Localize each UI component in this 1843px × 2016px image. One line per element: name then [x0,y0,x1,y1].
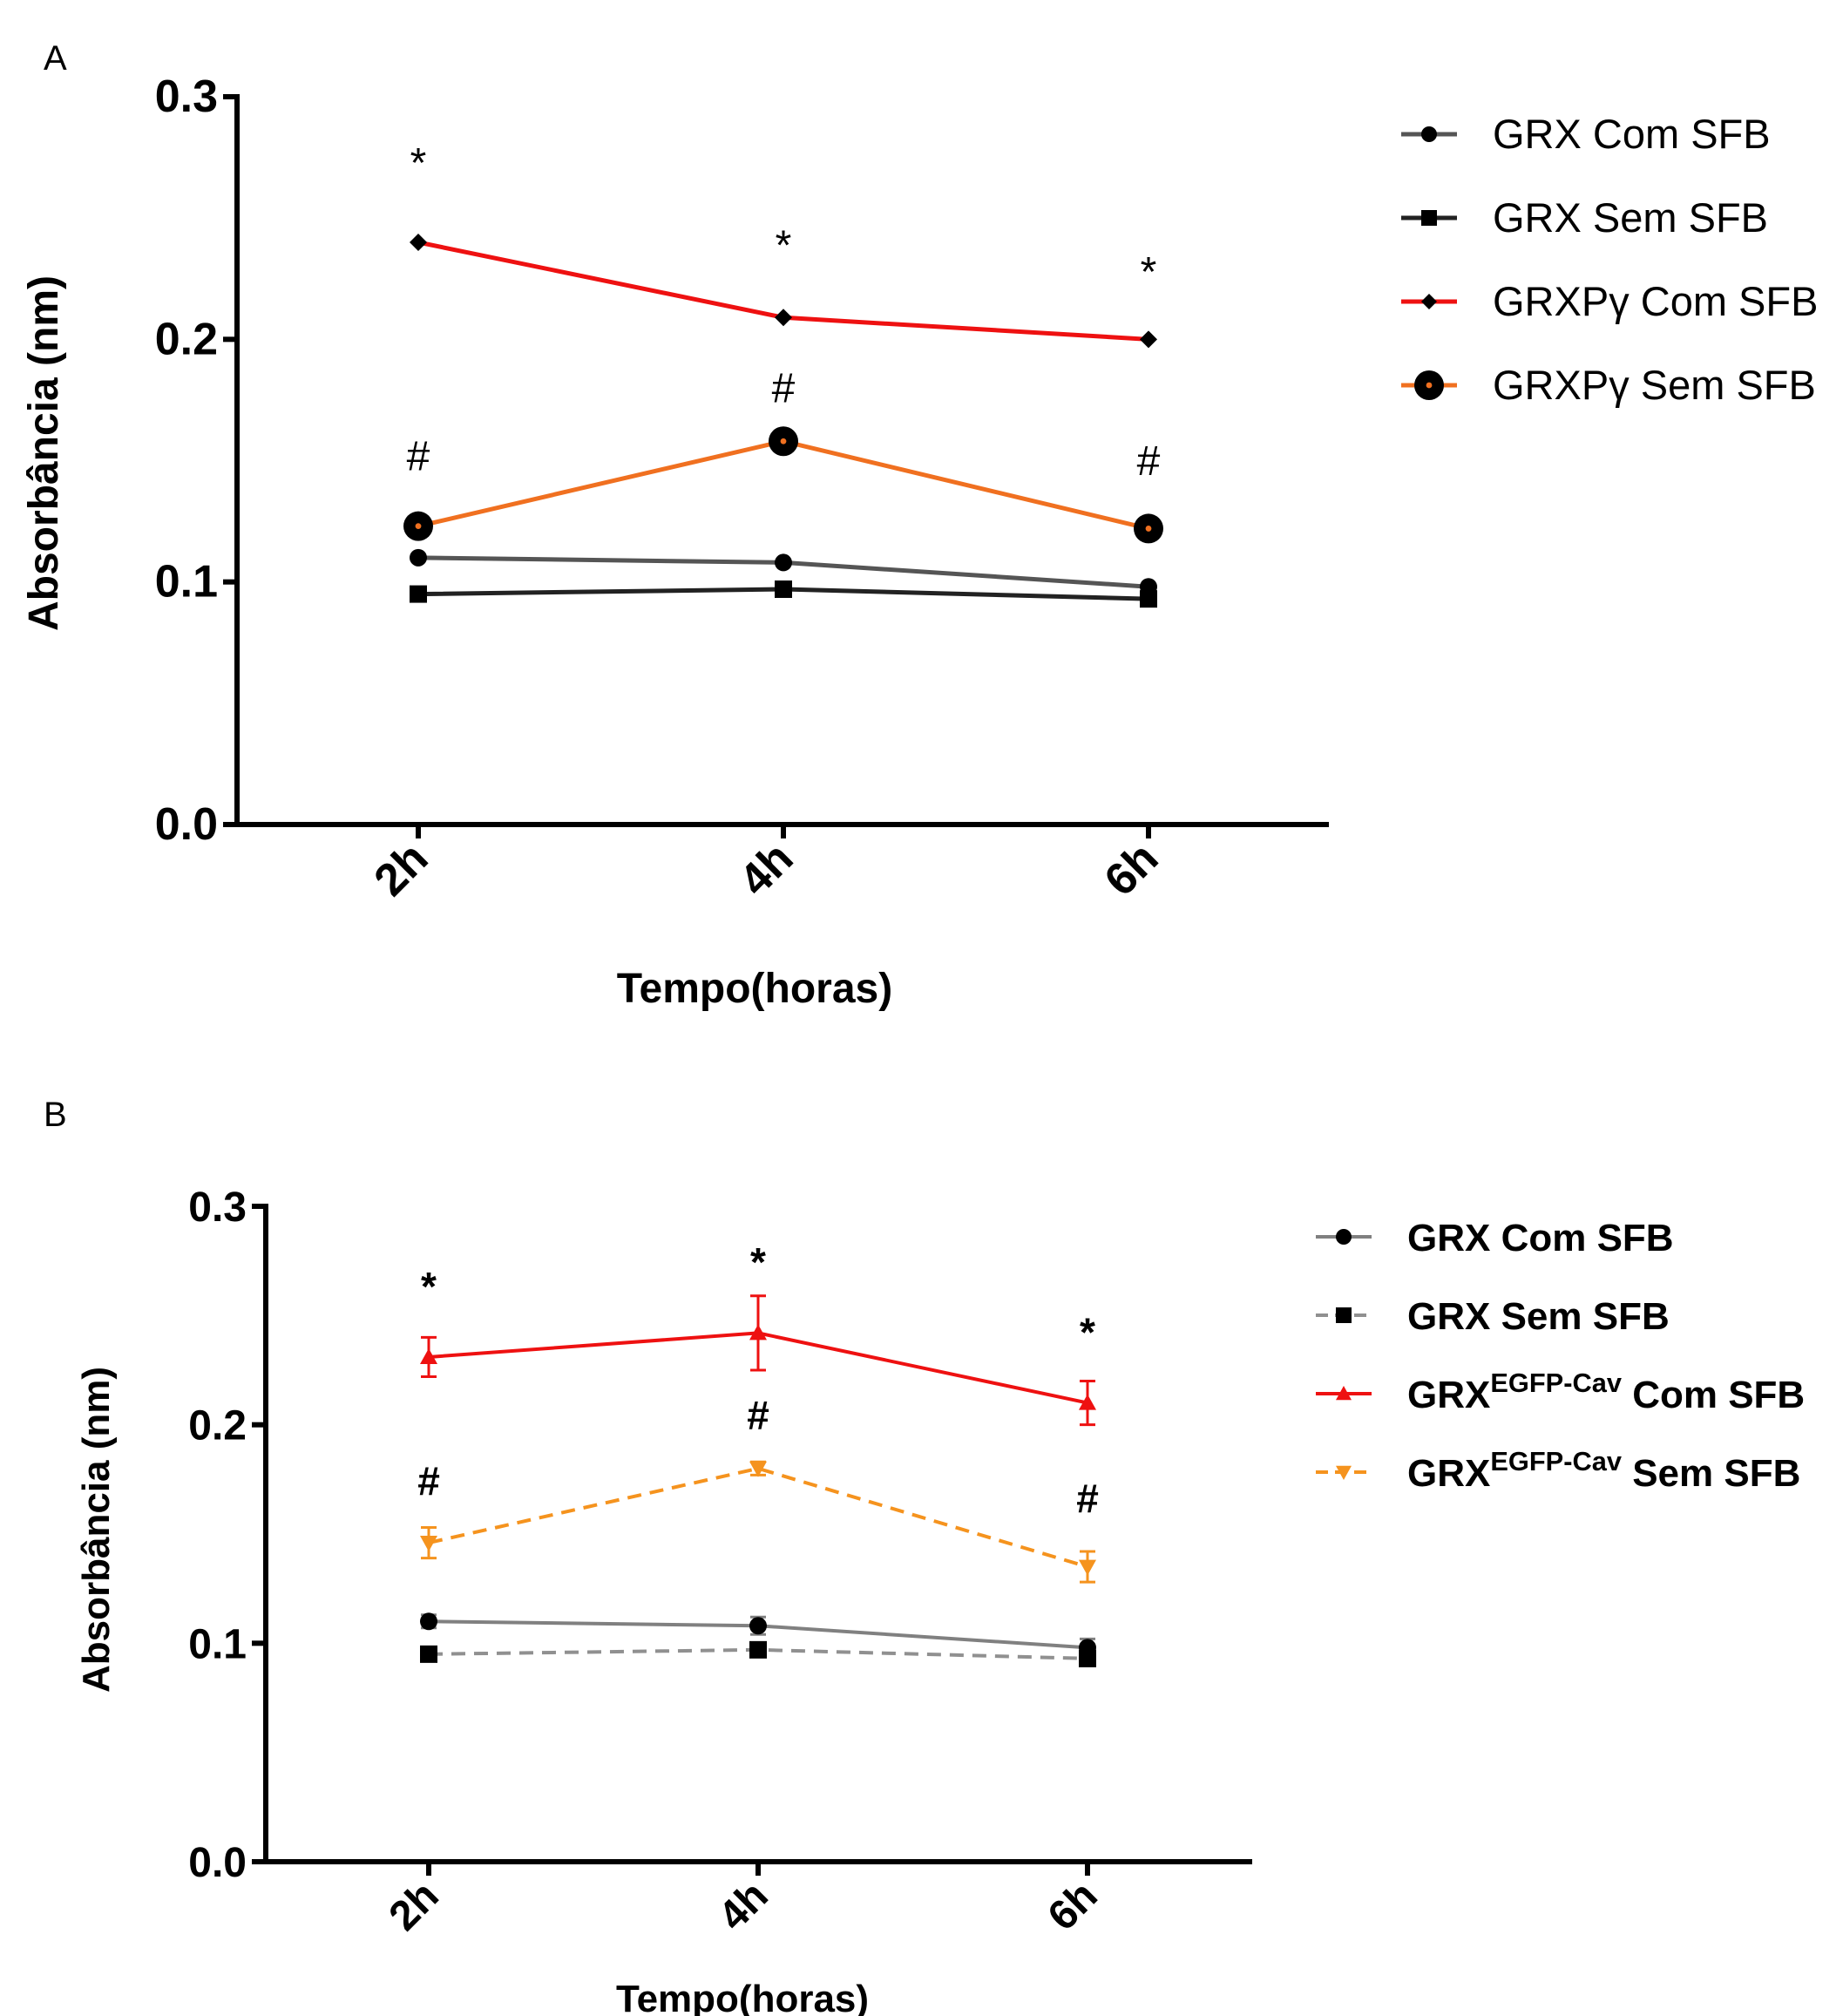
legend-label: GRX Com SFB [1407,1217,1674,1259]
data-point [749,1461,767,1477]
annotation: # [772,366,796,412]
annotation: * [410,140,427,187]
legend-label-sup: EGFP-Cav [1490,1446,1622,1476]
legend-marker-center [1426,382,1433,389]
annotation: # [747,1393,769,1438]
data-point-center [780,438,787,445]
series-line [428,1466,1088,1569]
y-tick-label: 0.0 [155,799,218,850]
legend-label: GRXEGFP-Cav Com SFB [1407,1368,1805,1416]
data-point [420,1347,437,1364]
y-axis-title: Absorbância (nm) [21,275,67,631]
y-axis-title: Absorbância (nm) [75,1367,118,1693]
data-point [410,548,427,567]
annotation: # [407,434,430,480]
x-axis-title: Tempo(horas) [617,966,892,1012]
annotation: * [776,222,792,268]
data-point-center [415,523,422,530]
legend-label: GRX Com SFB [1493,111,1771,157]
legend-entry: GRX Com SFB [1316,1217,1674,1259]
legend-entry: GRXEGFP-Cav Com SFB [1316,1368,1805,1416]
legend-label: GRX Sem SFB [1493,194,1768,241]
data-point [775,580,792,599]
series-3 [403,426,1163,544]
legend-label: GRXPγ Sem SFB [1493,362,1816,408]
data-point [420,1536,437,1552]
y-tick-label: 0.0 [188,1840,247,1886]
data-point [410,234,427,251]
legend-entry: GRXEGFP-Cav Sem SFB [1316,1446,1800,1495]
legend-label: GRXEGFP-Cav Sem SFB [1407,1446,1800,1495]
data-point [420,1645,437,1663]
y-tick-label: 0.1 [155,557,218,608]
legend-label-main: GRX [1407,1452,1490,1495]
data-point-center [1145,526,1152,532]
legend-marker [1336,1307,1352,1323]
legend-marker [1421,126,1437,142]
legend-label-main: GRX [1407,1374,1490,1416]
legend-label-rest: Com SFB [1490,1217,1673,1259]
legend-label-main: GRX [1407,1295,1490,1338]
y-tick-label: 0.3 [155,71,218,122]
legend-label: GRX Sem SFB [1407,1295,1670,1338]
legend-marker [1336,1465,1352,1480]
data-point [1140,590,1157,608]
panel-b-chart: B0.00.10.20.32h 4h 6hTempo(horas)Absorbânc… [44,1096,1805,2016]
legend-marker [1421,210,1437,226]
data-point [420,1612,437,1631]
legend-entry: GRX Sem SFB [1316,1295,1670,1338]
panel-label: B [44,1096,67,1134]
series-2 [410,234,1157,349]
data-point [749,1617,767,1635]
data-point [1140,330,1157,349]
annotation: # [1076,1476,1099,1521]
legend-entry: GRX Com SFB [1401,111,1771,157]
series-1 [410,580,1157,608]
panel-a-chart: A0.00.10.20.32h 4h 6hTempo(horas)Absorbânc… [21,39,1818,1012]
data-point [775,553,792,572]
legend-entry: GRXPγ Sem SFB [1401,362,1816,408]
legend-label-rest: Com SFB [1622,1374,1805,1416]
annotation: * [750,1239,766,1285]
x-axis-title: Tempo(horas) [616,1978,869,2016]
legend-marker [1336,1229,1352,1245]
legend-marker [1336,1386,1352,1401]
data-point [1079,1394,1096,1410]
legend-marker [1421,294,1437,309]
legend-entry: GRX Sem SFB [1401,194,1768,241]
data-point [749,1324,767,1341]
legend-label-rest: Sem SFB [1622,1452,1800,1495]
panel-label: A [44,39,67,78]
y-tick-label: 0.1 [188,1621,247,1667]
y-tick-label: 0.2 [155,314,218,364]
annotation: * [1080,1309,1095,1354]
y-tick-label: 0.3 [188,1184,247,1231]
legend-label: GRXPγ Com SFB [1493,278,1818,324]
annotation: * [1141,249,1157,295]
legend-label-main: GRX [1407,1217,1490,1259]
data-point [749,1640,767,1659]
legend-entry: GRXPγ Com SFB [1401,278,1818,324]
series-1 [420,1640,1096,1667]
series-3 [420,1460,1096,1584]
series-2 [420,1294,1096,1427]
annotation: # [417,1458,440,1504]
y-tick-label: 0.2 [188,1403,247,1449]
annotation: * [421,1264,437,1309]
annotation: # [1137,438,1161,485]
data-point [1079,1649,1096,1667]
legend-label-rest: Sem SFB [1490,1295,1669,1338]
legend-label-sup: EGFP-Cav [1490,1368,1622,1398]
data-point [775,309,792,327]
data-point [410,585,427,603]
data-point [1079,1559,1096,1576]
